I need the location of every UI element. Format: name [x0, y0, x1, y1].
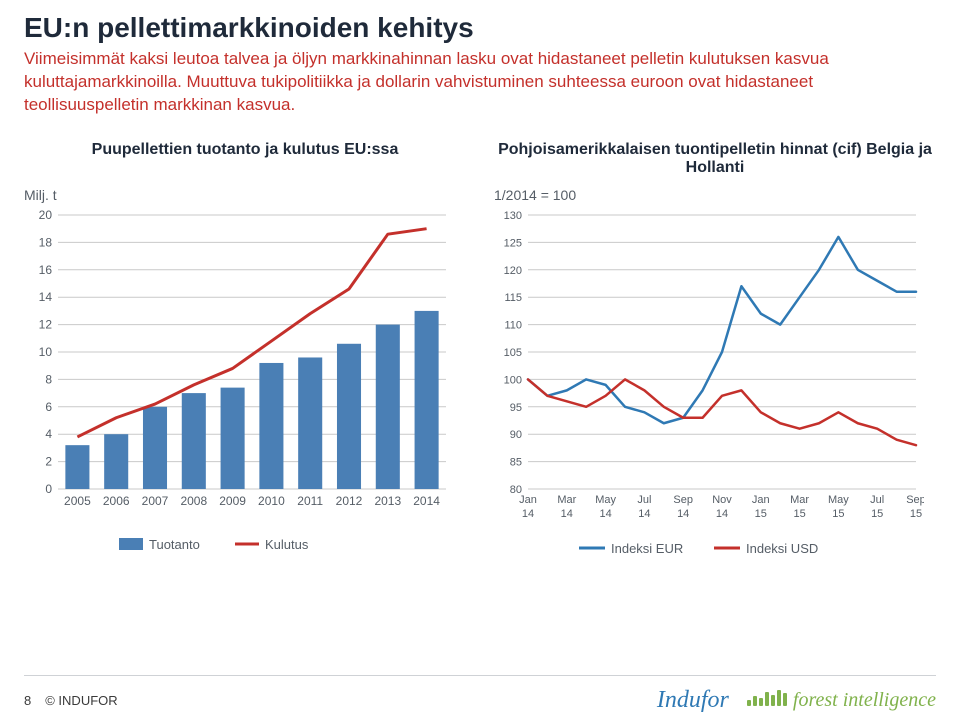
- svg-text:14: 14: [599, 508, 611, 520]
- svg-text:125: 125: [504, 237, 522, 249]
- svg-text:90: 90: [510, 429, 522, 441]
- fi-text: forest intelligence: [793, 689, 936, 712]
- page-number: 8: [24, 693, 31, 708]
- svg-text:120: 120: [504, 265, 522, 277]
- svg-text:15: 15: [793, 508, 805, 520]
- svg-text:Jul: Jul: [870, 494, 884, 506]
- footer-logos: Indufor forest intelligence: [657, 687, 936, 714]
- svg-text:14: 14: [561, 508, 573, 520]
- svg-text:85: 85: [510, 456, 522, 468]
- svg-text:14: 14: [522, 508, 534, 520]
- svg-text:18: 18: [39, 235, 53, 249]
- svg-text:20: 20: [39, 209, 53, 222]
- svg-text:Nov: Nov: [712, 494, 732, 506]
- svg-text:100: 100: [504, 374, 522, 386]
- svg-text:May: May: [828, 494, 849, 506]
- forest-intelligence-logo: forest intelligence: [747, 689, 936, 712]
- svg-text:2006: 2006: [103, 494, 130, 508]
- fi-bars-icon: [747, 690, 787, 706]
- svg-text:14: 14: [677, 508, 689, 520]
- svg-text:115: 115: [504, 292, 522, 304]
- svg-text:Sep: Sep: [906, 494, 924, 506]
- svg-text:Jan: Jan: [519, 494, 537, 506]
- left-chart: 0 2 4 6 8 10 12 14 16 18 20 2005 2006 2007 2008 2009 201…: [24, 209, 454, 569]
- svg-text:0: 0: [45, 482, 52, 496]
- right-panel: Pohjoisamerikkalaisen tuontipelletin hin…: [494, 141, 936, 569]
- left-chart-unit: Milj. t: [24, 187, 466, 205]
- footer-left: 8 © INDUFOR: [24, 693, 118, 708]
- svg-text:15: 15: [871, 508, 883, 520]
- svg-text:Tuotanto: Tuotanto: [149, 537, 200, 552]
- svg-text:Indeksi EUR: Indeksi EUR: [611, 541, 683, 556]
- svg-text:130: 130: [504, 210, 522, 222]
- svg-text:Mar: Mar: [557, 494, 576, 506]
- left-chart-title: Puupellettien tuotanto ja kulutus EU:ssa: [24, 141, 466, 181]
- svg-text:15: 15: [832, 508, 844, 520]
- svg-text:14: 14: [39, 290, 53, 304]
- svg-text:Jul: Jul: [637, 494, 651, 506]
- indufor-logo: Indufor: [657, 687, 729, 714]
- svg-text:Indeksi USD: Indeksi USD: [746, 541, 818, 556]
- svg-text:15: 15: [910, 508, 922, 520]
- svg-text:2014: 2014: [413, 494, 440, 508]
- charts-row: Puupellettien tuotanto ja kulutus EU:ssa…: [24, 141, 936, 569]
- svg-text:15: 15: [755, 508, 767, 520]
- svg-text:95: 95: [510, 402, 522, 414]
- svg-text:2008: 2008: [180, 494, 207, 508]
- svg-text:14: 14: [716, 508, 728, 520]
- right-chart: 80859095100105110115120125130Jan14Mar14M…: [494, 209, 924, 569]
- svg-text:Sep: Sep: [673, 494, 693, 506]
- page-description: Viimeisimmät kaksi leutoa talvea ja öljy…: [24, 48, 924, 117]
- svg-text:2007: 2007: [142, 494, 169, 508]
- svg-text:2013: 2013: [374, 494, 401, 508]
- svg-text:105: 105: [504, 347, 522, 359]
- footer-divider: [24, 675, 936, 676]
- svg-text:2011: 2011: [297, 494, 323, 508]
- svg-text:2009: 2009: [219, 494, 246, 508]
- svg-text:2012: 2012: [336, 494, 363, 508]
- copyright: © INDUFOR: [45, 693, 117, 708]
- svg-text:14: 14: [638, 508, 650, 520]
- svg-text:May: May: [595, 494, 616, 506]
- svg-text:8: 8: [45, 372, 52, 386]
- right-chart-title: Pohjoisamerikkalaisen tuontipelletin hin…: [494, 141, 936, 181]
- svg-text:Mar: Mar: [790, 494, 809, 506]
- right-chart-unit: 1/2014 = 100: [494, 187, 936, 205]
- svg-text:Jan: Jan: [752, 494, 770, 506]
- svg-text:2010: 2010: [258, 494, 285, 508]
- svg-text:12: 12: [39, 317, 53, 331]
- svg-text:6: 6: [45, 400, 52, 414]
- svg-text:110: 110: [504, 319, 522, 331]
- svg-text:2: 2: [45, 454, 52, 468]
- left-panel: Puupellettien tuotanto ja kulutus EU:ssa…: [24, 141, 466, 569]
- svg-text:2005: 2005: [64, 494, 91, 508]
- svg-text:4: 4: [45, 427, 52, 441]
- svg-text:16: 16: [39, 263, 53, 277]
- svg-text:Kulutus: Kulutus: [265, 537, 309, 552]
- svg-text:10: 10: [39, 345, 53, 359]
- page-title: EU:n pellettimarkkinoiden kehitys: [24, 12, 936, 44]
